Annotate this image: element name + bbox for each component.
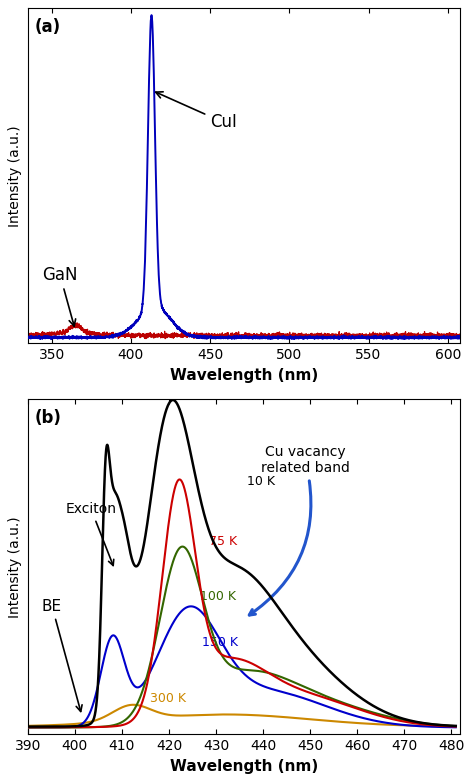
- Text: 10 K: 10 K: [246, 475, 274, 488]
- Text: (b): (b): [35, 410, 61, 428]
- Text: GaN: GaN: [42, 266, 78, 326]
- Text: 75 K: 75 K: [209, 536, 237, 548]
- Text: Cu vacancy
related band: Cu vacancy related band: [249, 445, 350, 615]
- Text: Exciton: Exciton: [65, 502, 117, 565]
- Y-axis label: Intensity (a.u.): Intensity (a.u.): [9, 516, 22, 618]
- Text: (a): (a): [35, 19, 61, 37]
- Y-axis label: Intensity (a.u.): Intensity (a.u.): [9, 125, 22, 227]
- X-axis label: Wavelength (nm): Wavelength (nm): [170, 759, 319, 773]
- Text: 300 K: 300 K: [150, 692, 186, 705]
- Text: BE: BE: [42, 599, 82, 712]
- Text: 100 K: 100 K: [200, 590, 236, 603]
- X-axis label: Wavelength (nm): Wavelength (nm): [170, 368, 319, 382]
- Text: CuI: CuI: [156, 91, 237, 131]
- Text: 150 K: 150 K: [202, 636, 238, 649]
